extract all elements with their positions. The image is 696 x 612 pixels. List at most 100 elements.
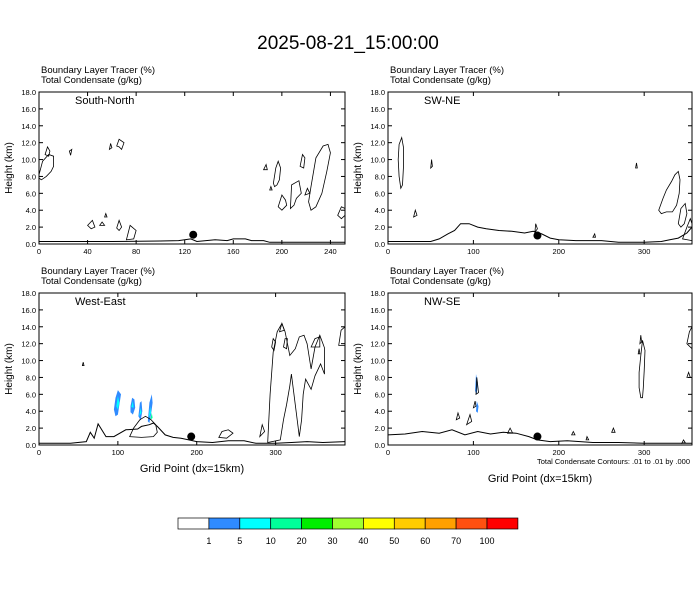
x-tick-label: 160 [227, 247, 240, 256]
plot-area-sw-ne: 0 100 200 300 0.0 2.0 4.0 6.0 8.0 10.0 12.0 14.0 16.… [370, 88, 693, 256]
panel-title-condensate: Total Condensate (g/kg) [41, 276, 142, 287]
condensate-contour [289, 180, 302, 210]
colorbar-label: 20 [297, 536, 307, 546]
contour-footnote: Total Condensate Contours: .01 to .01 by… [537, 457, 690, 466]
condensate-contour [337, 206, 345, 220]
condensate-contour [638, 340, 646, 399]
condensate-contour [681, 439, 686, 444]
x-tick-label: 240 [324, 247, 337, 256]
panel-title-tracer: Boundary Layer Tracer (%) [41, 65, 155, 76]
condensate-contour [44, 145, 51, 157]
x-tick-label: 100 [467, 448, 480, 457]
plot-content [388, 136, 692, 243]
condensate-contour [637, 348, 641, 355]
colorbar-label: 70 [451, 536, 461, 546]
condensate-contour [475, 377, 479, 396]
y-axis-label: Height (km) [4, 343, 15, 395]
y-tick-label: 4.0 [26, 206, 36, 215]
colorbar-swatch [486, 517, 519, 530]
colorbar-swatch [332, 517, 364, 530]
condensate-contour [686, 371, 691, 378]
y-tick-label: 4.0 [26, 407, 36, 416]
panel-title-condensate: Total Condensate (g/kg) [390, 75, 491, 86]
colorbar-swatch [177, 517, 210, 530]
x-tick-label: 80 [132, 247, 140, 256]
plot-content [39, 322, 345, 444]
condensate-contour [430, 159, 433, 170]
condensate-contour [272, 159, 282, 188]
panel-title-tracer: Boundary Layer Tracer (%) [41, 266, 155, 277]
condensate-contour [338, 326, 345, 346]
condensate-contour [39, 154, 54, 181]
plot-frame [387, 292, 693, 446]
condensate-contour [116, 219, 123, 232]
panel-south-north: Boundary Layer Tracer (%) Total Condensa… [4, 65, 346, 256]
y-tick-label: 14.0 [21, 323, 36, 332]
colorbar-label: 30 [327, 536, 337, 546]
condensate-contour [125, 224, 137, 241]
y-tick-label: 0.0 [375, 441, 385, 450]
section-label: NW-SE [424, 296, 460, 308]
y-tick-label: 8.0 [26, 373, 36, 382]
condensate-contour [87, 219, 96, 230]
x-tick-label: 200 [190, 448, 203, 457]
condensate-contour [611, 427, 616, 433]
x-tick-label: 120 [178, 247, 191, 256]
y-tick-label: 12.0 [21, 340, 36, 349]
condensate-contour [682, 217, 692, 242]
colorbar-swatch [363, 517, 395, 530]
condensate-contour [277, 194, 288, 211]
condensate-contour [308, 143, 331, 211]
condensate-contour [465, 413, 473, 426]
colorbar-label: 60 [420, 536, 430, 546]
x-tick-label: 0 [386, 448, 390, 457]
location-marker [187, 432, 196, 441]
y-tick-label: 4.0 [375, 206, 385, 215]
y-axis-label: Height (km) [353, 142, 364, 194]
section-label: West-East [75, 296, 126, 308]
plot-frame [38, 292, 346, 446]
colorbar: 1 5 10 20 30 40 50 60 70 100 [177, 517, 519, 546]
condensate-contour [262, 163, 268, 171]
terrain-line [39, 238, 345, 243]
plot-frame [38, 91, 346, 245]
condensate-contour [269, 185, 273, 191]
y-tick-label: 2.0 [375, 424, 385, 433]
figure-main-title: 2025-08-21_15:00:00 [257, 33, 439, 54]
section-label: SW-NE [424, 95, 460, 107]
panel-title-condensate: Total Condensate (g/kg) [41, 75, 142, 86]
x-tick-label: 0 [37, 247, 41, 256]
panel-title-condensate: Total Condensate (g/kg) [390, 276, 491, 287]
y-tick-label: 14.0 [370, 323, 385, 332]
colorbar-label: 5 [237, 536, 242, 546]
panel-west-east: Boundary Layer Tracer (%) Total Condensa… [4, 266, 346, 475]
condensate-contour [98, 221, 106, 226]
tracer-fill [150, 412, 153, 420]
condensate-contour [658, 170, 681, 215]
condensate-contour [299, 153, 306, 169]
location-marker [533, 231, 542, 240]
colorbar-label: 40 [358, 536, 368, 546]
y-tick-label: 2.0 [26, 424, 36, 433]
condensate-contour [129, 415, 158, 438]
condensate-contour [455, 411, 461, 421]
y-tick-label: 6.0 [375, 390, 385, 399]
condensate-contour [271, 337, 277, 352]
x-tick-label: 40 [83, 247, 91, 256]
condensate-contour [639, 335, 643, 345]
y-tick-label: 12.0 [21, 139, 36, 148]
colorbar-swatch [208, 517, 241, 530]
y-tick-label: 10.0 [370, 156, 385, 165]
condensate-contour [116, 138, 125, 151]
condensate-contour [81, 362, 85, 367]
y-tick-label: 8.0 [375, 373, 385, 382]
y-tick-label: 16.0 [21, 105, 36, 114]
tracer-fill [139, 407, 142, 417]
x-tick-label: 200 [553, 247, 566, 256]
x-tick-label: 300 [638, 247, 651, 256]
terrain-line [39, 422, 345, 444]
plot-frame [387, 91, 693, 245]
x-tick-label: 300 [638, 448, 651, 457]
panel-title-tracer: Boundary Layer Tracer (%) [390, 266, 504, 277]
colorbar-label: 1 [206, 536, 211, 546]
